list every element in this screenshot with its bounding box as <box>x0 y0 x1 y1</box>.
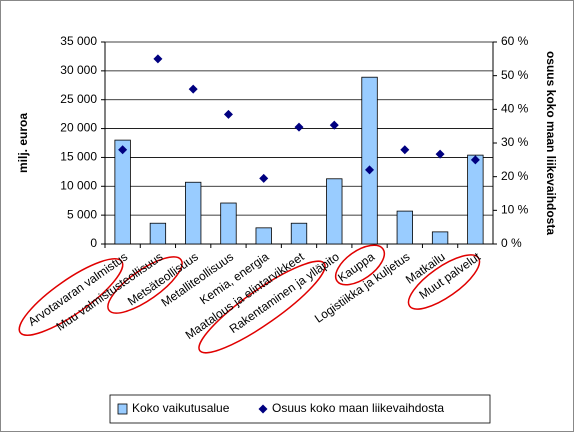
bar <box>255 227 272 245</box>
highlight-ellipse <box>107 256 183 314</box>
y2-tick-label: 20 % <box>501 169 529 183</box>
y-tick-label: 15 000 <box>60 150 97 164</box>
bar <box>220 202 237 245</box>
bar <box>361 76 378 245</box>
y-tick-label: 0 <box>90 236 97 250</box>
bar <box>467 154 484 245</box>
y2-tick-label: 10 % <box>501 203 529 217</box>
y-tick-label: 20 000 <box>60 121 97 135</box>
legend-label: Koko vaikutusalue <box>132 401 230 415</box>
y2-tick-label: 0 % <box>501 236 522 250</box>
point <box>435 149 445 159</box>
legend-swatch <box>258 404 268 414</box>
legend-label: Osuus koko maan liikevaihdosta <box>272 401 444 415</box>
point <box>223 109 233 119</box>
highlight-ellipse <box>198 260 326 354</box>
highlight-ellipse <box>18 258 124 336</box>
y2-tick-label: 60 % <box>501 34 529 48</box>
highlights <box>18 244 481 354</box>
point <box>259 173 269 183</box>
y-tick-label: 30 000 <box>60 63 97 77</box>
bar <box>185 181 202 245</box>
legend-swatch <box>117 403 128 415</box>
point <box>294 122 304 132</box>
point <box>153 54 163 64</box>
point <box>118 145 128 155</box>
point <box>188 84 198 94</box>
y-tick-label: 25 000 <box>60 92 97 106</box>
point <box>400 145 410 155</box>
y-axis-title: milj. euroa <box>16 113 30 173</box>
bar <box>431 231 449 245</box>
bar <box>326 178 343 245</box>
bar <box>290 222 308 245</box>
legend-box <box>109 394 491 424</box>
y2-tick-label: 30 % <box>501 135 529 149</box>
y-tick-label: 35 000 <box>60 34 97 48</box>
bar <box>149 222 167 245</box>
point <box>470 155 480 165</box>
y2-tick-label: 40 % <box>501 102 529 116</box>
y-tick-label: 10 000 <box>60 178 97 192</box>
highlight-ellipse <box>334 244 386 286</box>
point <box>365 165 375 175</box>
bar <box>114 139 131 245</box>
highlight-ellipse <box>407 254 481 310</box>
bar <box>396 210 413 245</box>
y-tick-label: 5 000 <box>67 207 97 221</box>
y2-tick-label: 50 % <box>501 68 529 82</box>
y2-axis-title: osuus koko maan liikevaihdosta <box>544 51 558 235</box>
point <box>329 120 339 130</box>
